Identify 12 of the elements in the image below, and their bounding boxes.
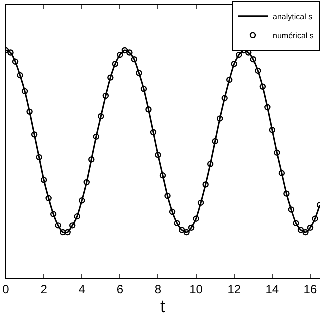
x-axis-title: t [160,296,166,316]
legend-label: analytical s [273,12,313,22]
x-tick-label: 6 [116,282,124,296]
x-tick-label: 14 [266,282,280,296]
x-tick-label: 0 [2,282,10,296]
x-tick-label: 10 [190,282,204,296]
x-tick-label: 8 [154,282,162,296]
legend-label: numérical s [273,32,314,41]
x-tick-label: 2 [40,282,48,296]
x-tick-label: 12 [228,282,242,296]
x-tick-label: 4 [78,282,86,296]
x-tick-label: 16 [304,282,318,296]
